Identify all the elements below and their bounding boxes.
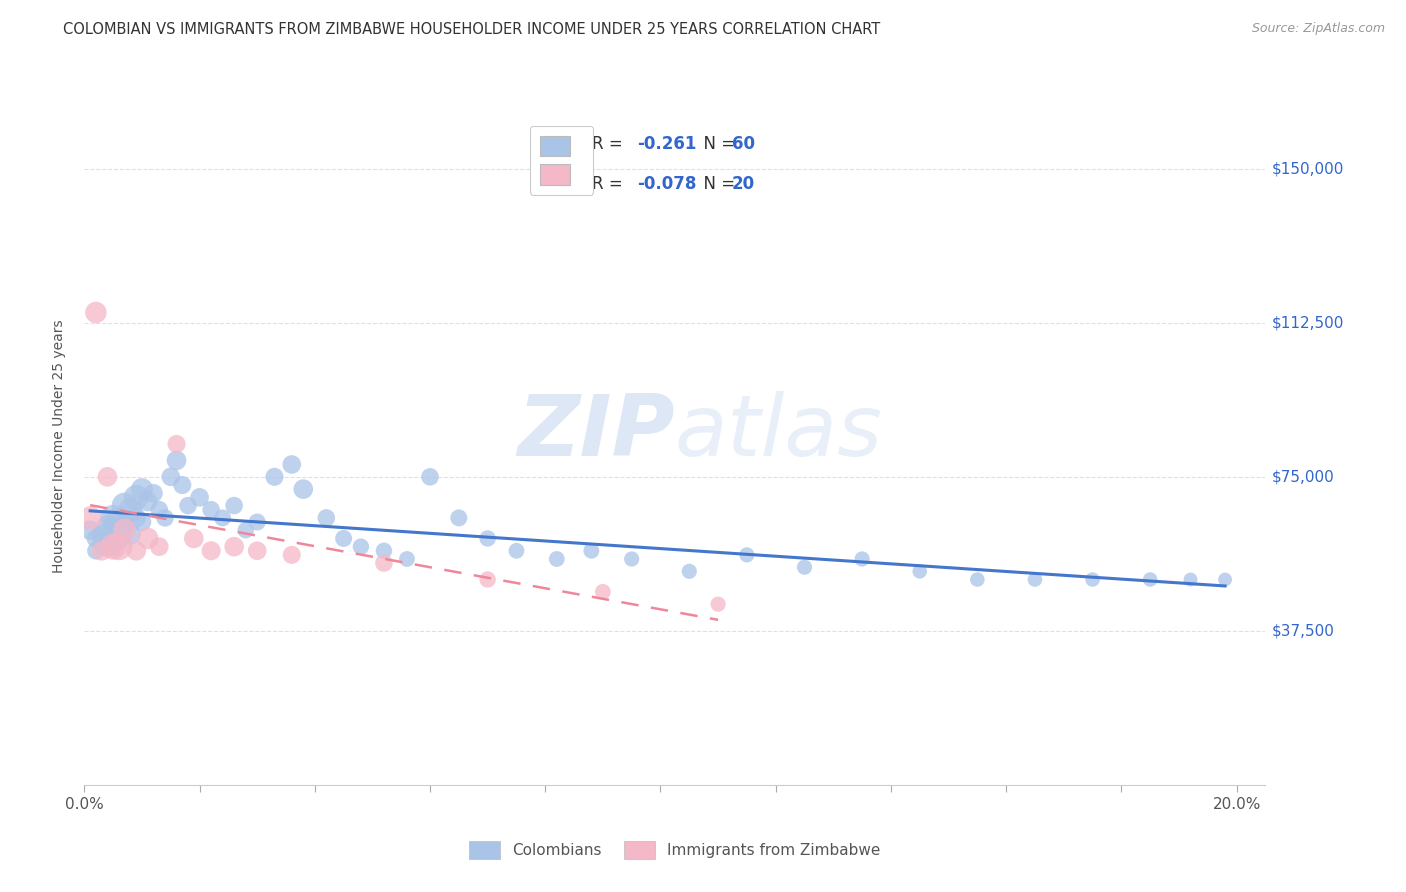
Text: R =: R = xyxy=(592,136,628,153)
Point xyxy=(125,543,148,558)
Text: atlas: atlas xyxy=(675,391,883,474)
Point xyxy=(735,548,758,562)
Point xyxy=(108,532,131,546)
Point xyxy=(177,499,200,513)
Point xyxy=(373,543,395,558)
Point xyxy=(211,511,233,525)
Point xyxy=(114,499,136,513)
Point xyxy=(419,470,441,484)
Point xyxy=(166,437,188,451)
Text: Source: ZipAtlas.com: Source: ZipAtlas.com xyxy=(1251,22,1385,36)
Text: COLOMBIAN VS IMMIGRANTS FROM ZIMBABWE HOUSEHOLDER INCOME UNDER 25 YEARS CORRELAT: COLOMBIAN VS IMMIGRANTS FROM ZIMBABWE HO… xyxy=(63,22,880,37)
Point xyxy=(1213,573,1236,587)
Text: 20: 20 xyxy=(731,175,755,193)
Point xyxy=(90,535,112,549)
Point xyxy=(125,511,148,525)
Point xyxy=(96,470,118,484)
Point xyxy=(120,527,142,541)
Point xyxy=(793,560,815,574)
Y-axis label: Householder Income Under 25 years: Householder Income Under 25 years xyxy=(52,319,66,573)
Point xyxy=(90,543,112,558)
Point xyxy=(851,552,873,566)
Point xyxy=(131,515,153,529)
Point xyxy=(1180,573,1202,587)
Point xyxy=(84,305,107,319)
Point xyxy=(620,552,643,566)
Point xyxy=(101,540,124,554)
Point xyxy=(546,552,568,566)
Point xyxy=(96,519,118,533)
Text: $112,500: $112,500 xyxy=(1271,315,1344,330)
Point xyxy=(153,511,176,525)
Point xyxy=(125,491,148,505)
Point xyxy=(148,540,170,554)
Point xyxy=(505,543,527,558)
Point xyxy=(592,585,614,599)
Point xyxy=(166,453,188,467)
Point xyxy=(114,519,136,533)
Point xyxy=(908,564,931,578)
Point xyxy=(246,515,269,529)
Text: $75,000: $75,000 xyxy=(1271,469,1334,484)
Point xyxy=(108,515,131,529)
Point xyxy=(224,499,246,513)
Point xyxy=(101,511,124,525)
Point xyxy=(101,523,124,537)
Point xyxy=(707,597,730,611)
Point xyxy=(90,527,112,541)
Text: N =: N = xyxy=(693,136,740,153)
Point xyxy=(96,540,118,554)
Point xyxy=(281,548,304,562)
Text: N =: N = xyxy=(693,175,740,193)
Point xyxy=(114,523,136,537)
Point xyxy=(131,482,153,496)
Point xyxy=(79,523,101,537)
Text: -0.078: -0.078 xyxy=(637,175,696,193)
Point xyxy=(101,540,124,554)
Point xyxy=(447,511,470,525)
Point xyxy=(235,523,257,537)
Point xyxy=(108,540,131,554)
Point xyxy=(263,470,285,484)
Point xyxy=(292,482,315,496)
Point xyxy=(84,543,107,558)
Point xyxy=(79,511,101,525)
Legend: Colombians, Immigrants from Zimbabwe: Colombians, Immigrants from Zimbabwe xyxy=(463,835,887,865)
Point xyxy=(966,573,988,587)
Point xyxy=(159,470,181,484)
Point xyxy=(350,540,373,554)
Point xyxy=(188,491,211,505)
Text: $37,500: $37,500 xyxy=(1271,624,1334,639)
Point xyxy=(120,502,142,516)
Point xyxy=(581,543,603,558)
Point xyxy=(183,532,205,546)
Point xyxy=(395,552,418,566)
Point xyxy=(1081,573,1104,587)
Text: R =: R = xyxy=(592,175,628,193)
Point xyxy=(281,458,304,472)
Text: $150,000: $150,000 xyxy=(1271,161,1344,176)
Point xyxy=(224,540,246,554)
Point xyxy=(136,532,159,546)
Point xyxy=(142,486,165,500)
Point xyxy=(200,502,222,516)
Point xyxy=(315,511,337,525)
Point xyxy=(373,556,395,570)
Point xyxy=(477,573,499,587)
Point xyxy=(246,543,269,558)
Point xyxy=(1024,573,1046,587)
Point xyxy=(332,532,354,546)
Text: -0.261: -0.261 xyxy=(637,136,696,153)
Point xyxy=(200,543,222,558)
Point xyxy=(84,532,107,546)
Text: ZIP: ZIP xyxy=(517,391,675,474)
Point xyxy=(172,478,194,492)
Text: 60: 60 xyxy=(731,136,755,153)
Point xyxy=(136,494,159,508)
Point xyxy=(678,564,700,578)
Point xyxy=(1139,573,1161,587)
Point xyxy=(477,532,499,546)
Point xyxy=(148,502,170,516)
